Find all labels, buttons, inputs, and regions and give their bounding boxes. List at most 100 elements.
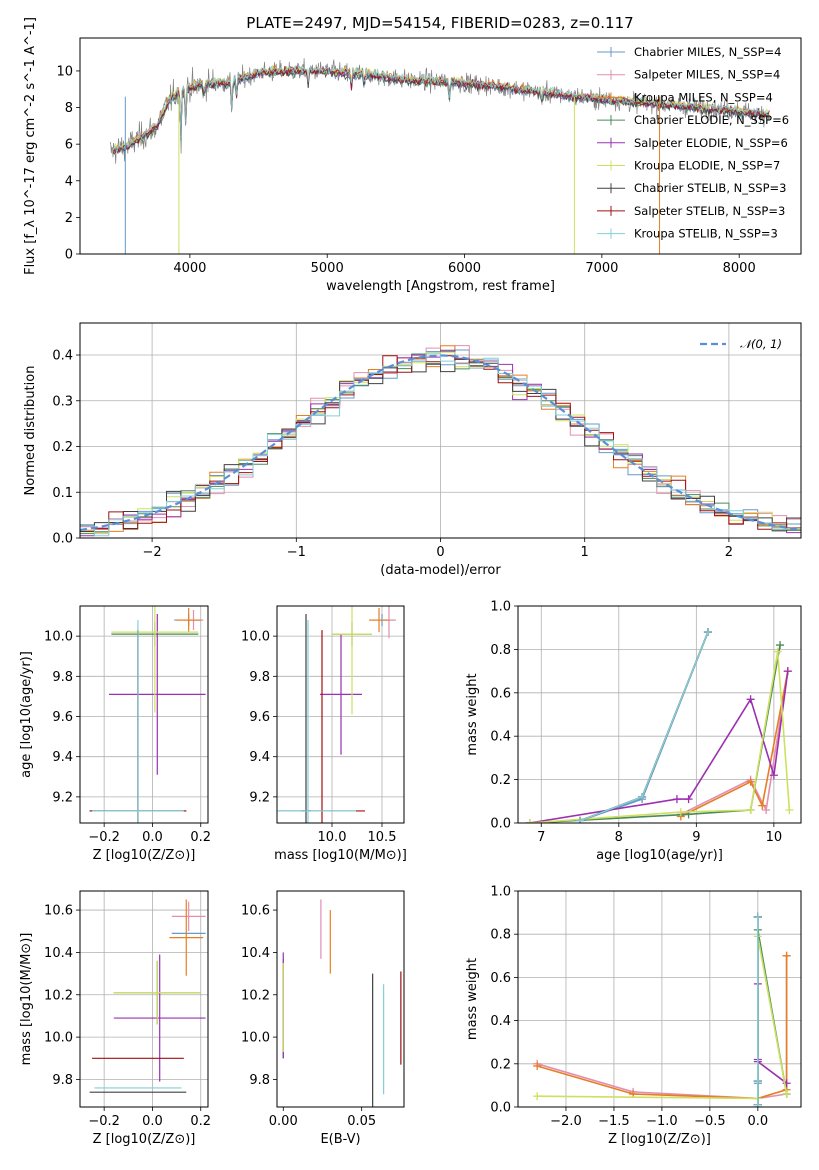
y-tick-label: 10.0 [241,1031,270,1046]
y-tick-label: 10.4 [44,946,73,961]
errorbar-point [171,901,206,932]
y-tick-label: 9.8 [52,670,73,685]
x-axis-label: mass [log10(M/M⊙)] [274,848,407,863]
weight-marker [769,771,778,780]
x-tick-label: 7000 [585,261,618,276]
y-tick-label: 2 [65,211,73,226]
errorbar-point [176,608,201,633]
weight-marker [783,667,792,676]
weight-age-grid [518,605,801,824]
y-tick-label: 0.6 [490,971,511,986]
y-tick-label: 10.2 [241,988,270,1003]
y-tick-label: 9.2 [249,790,270,805]
y-tick-label: 1.0 [490,885,511,900]
y-tick-label: 0.2 [52,440,73,455]
weight-marker [753,912,762,921]
y-axis-label: age [log10(age/yr)] [19,651,34,778]
residuals-axes: −2 −1 0 1 2 0.0 0.1 0.2 0.3 0.4 (data-model)/error… [23,322,802,578]
y-tick-label: 10.0 [44,630,73,645]
x-tick-label: 0.00 [269,1114,298,1129]
y-axis-label: Normed distribution [23,366,38,496]
weight-Z-frame [517,890,802,1108]
y-axis-label: mass weight [465,958,480,1040]
weight-marker [672,795,681,804]
y-tick-label: 0.1 [52,486,73,501]
y-tick-label: 10.6 [241,904,270,919]
spectrum-legend: Chabrier MILES, N_SSP=4 Salpeter MILES, N… [597,45,789,241]
legend-entry: Salpeter STELIB, N_SSP=3 [634,204,785,218]
weight-marker [762,805,771,814]
x-axis-label: E(B-V) [320,1132,360,1147]
mass-ebv-frame [276,890,405,1108]
weight-line [529,644,781,823]
y-tick-label: 10.6 [44,904,73,919]
mass-Z-axes: −0.2 0.0 0.2 9.8 10.0 10.2 10.4 10.6 Z [log10(Z/… [19,890,211,1147]
errorbar-point [92,620,184,823]
age-Z-axes: −0.2 0.0 0.2 9.2 9.4 9.6 9.8 10.0 Z [log10(Z/Z⊙)… [19,605,211,863]
y-tick-label: 8 [65,101,73,116]
weight-marker [533,1061,542,1070]
weight-line [579,631,709,822]
x-tick-label: 8 [615,830,623,845]
x-axis-label: wavelength [Angstrom, rest frame] [326,279,555,294]
legend-entry: Salpeter ELODIE, N_SSP=6 [634,136,788,150]
y-tick-label: 9.8 [52,1073,73,1088]
age-mass-axes: 10.0 10.5 9.2 9.4 9.6 9.8 10.0 mass [log10(M/M⊙… [241,605,407,863]
x-axis-label: Z [log10(Z/Z⊙)] [93,1132,196,1147]
x-tick-label: 0 [436,545,444,560]
x-tick-label: −0.5 [694,1114,726,1129]
y-tick-label: 10 [56,64,73,79]
weight-line [680,670,789,818]
weight-marker [753,1100,762,1107]
weight-marker [758,801,767,810]
x-tick-label: 6000 [448,261,481,276]
y-tick-label: 4 [65,174,73,189]
mass-Z-plot [89,899,206,1093]
legend-entry: Kroupa MILES, N_SSP=4 [634,90,773,104]
y-axis-label: mass [log10(M/M⊙)] [19,933,34,1066]
y-tick-label: 0.6 [490,686,511,701]
x-tick-label: 10.5 [368,830,397,845]
x-tick-label: 0.0 [747,1114,768,1129]
y-axis-label: Flux [f_λ 10^-17 erg cm^-2 s^-1 A^-1] [23,17,38,275]
x-tick-label: 0.2 [190,1114,211,1129]
y-tick-label: 0.4 [490,1014,511,1029]
x-axis-label: Z [log10(Z/Z⊙)] [93,848,196,863]
x-axis-label: Z [log10(Z/Z⊙)] [608,1132,711,1147]
legend-entry: Kroupa STELIB, N_SSP=3 [634,227,778,241]
legend-entry: 𝒩(0, 1) [740,337,782,351]
y-tick-label: 0.2 [490,773,511,788]
x-tick-label: −1.0 [646,1114,678,1129]
y-tick-label: 9.8 [249,1073,270,1088]
weight-age-frame [517,605,802,824]
errorbar-point [277,620,356,823]
age-mass-plot [277,606,396,823]
x-axis-label: age [log10(age/yr)] [596,848,723,863]
x-tick-label: 0.05 [347,1114,376,1129]
weight-marker [773,647,782,656]
legend-entry: Chabrier STELIB, N_SSP=3 [634,181,786,195]
y-tick-label: 10.4 [241,946,270,961]
y-tick-label: 9.4 [52,750,73,765]
y-tick-label: 0.0 [490,817,511,832]
errorbar-point [111,606,199,713]
errorbar-point [169,899,204,976]
x-tick-label: −1 [287,545,306,560]
x-tick-label: 5000 [311,261,344,276]
age-Z-frame [79,605,209,824]
mass-ebv-plot [282,899,402,1107]
x-axis-label: (data-model)/error [380,563,501,578]
legend-entry: Chabrier MILES, N_SSP=4 [634,45,781,59]
errorbar-point [108,614,206,775]
weight-line [680,670,789,816]
y-tick-label: 0.8 [490,928,511,943]
weight-marker [684,795,693,804]
weight-marker [703,628,712,637]
y-tick-label: 0.4 [52,349,73,364]
x-tick-label: 7 [537,830,545,845]
x-tick-label: 0.0 [142,1114,163,1129]
y-axis-label: mass weight [465,673,480,755]
y-tick-label: 0 [65,248,73,263]
y-tick-label: 1.0 [490,600,511,615]
legend-entry: Kroupa ELODIE, N_SSP=7 [634,159,780,173]
